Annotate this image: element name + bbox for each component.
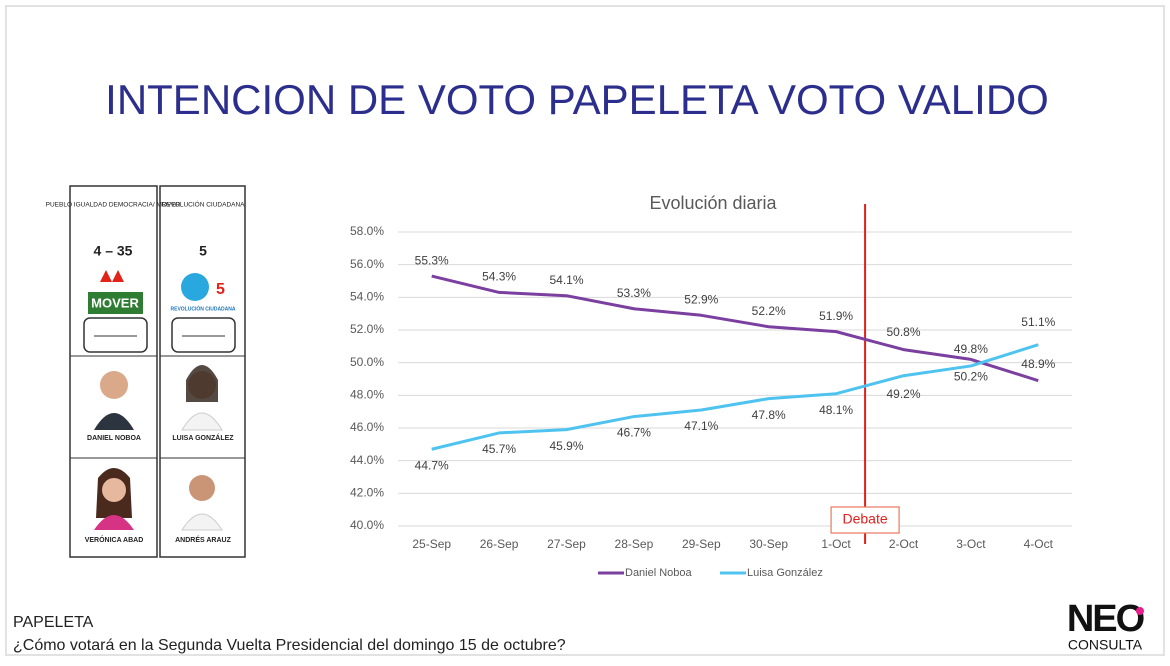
y-tick-label: 58.0%	[350, 224, 384, 238]
footer-question: ¿Cómo votará en la Segunda Vuelta Presid…	[13, 637, 566, 654]
series-line	[431, 274, 1039, 383]
value-label: 47.8%	[752, 408, 786, 422]
value-label: 55.3%	[415, 253, 449, 267]
y-tick-label: 42.0%	[350, 486, 384, 500]
ballot: PUEBLO IGUALDAD DEMOCRACIA/ MOVER 4 – 35…	[46, 185, 246, 558]
party-name: REVOLUCIÓN CIUDADANA	[161, 200, 245, 209]
y-tick-label: 46.0%	[350, 420, 384, 434]
x-tick-label: 26-Sep	[480, 537, 519, 551]
vote-box	[171, 317, 236, 353]
chart-title: Evolución diaria	[649, 193, 777, 213]
candidate-name: ANDRÉS ARAUZ	[175, 535, 231, 544]
series-line	[431, 343, 1039, 451]
list-number: 4 – 35	[94, 243, 133, 259]
y-tick-label: 50.0%	[350, 355, 384, 369]
party-icon	[100, 270, 124, 282]
value-label: 45.7%	[482, 442, 516, 456]
candidate-name: LUISA GONZÁLEZ	[172, 433, 234, 442]
x-tick-label: 2-Oct	[889, 537, 919, 551]
photo	[181, 365, 223, 431]
value-label: 46.7%	[617, 426, 651, 440]
x-tick-label: 3-Oct	[956, 537, 986, 551]
y-tick-label: 56.0%	[350, 257, 384, 271]
y-tick-label: 52.0%	[350, 322, 384, 336]
brand-dot	[1136, 607, 1144, 615]
y-tick-label: 48.0%	[350, 388, 384, 402]
party-name: PUEBLO IGUALDAD DEMOCRACIA/ MOVER	[46, 202, 181, 209]
party-icon	[181, 273, 209, 301]
photo	[94, 468, 134, 530]
value-label: 54.3%	[482, 270, 516, 284]
x-tick-label: 27-Sep	[547, 537, 586, 551]
value-label: 51.1%	[1021, 315, 1055, 329]
x-tick-label: 25-Sep	[412, 537, 451, 551]
value-label: 49.8%	[954, 342, 988, 356]
party-logo: MOVER	[91, 295, 139, 310]
value-label: 49.2%	[886, 387, 920, 401]
annotation: Debate	[843, 511, 888, 527]
footer-label: PAPELETA	[13, 614, 94, 631]
x-tick-label: 28-Sep	[615, 537, 654, 551]
x-tick-label: 29-Sep	[682, 537, 721, 551]
party-icon-num: 5	[216, 281, 225, 298]
value-label: 44.7%	[415, 458, 449, 472]
y-tick-label: 54.0%	[350, 290, 384, 304]
value-label: 53.3%	[617, 286, 651, 300]
logo-bg	[88, 292, 143, 314]
slide-border	[5, 5, 1165, 656]
x-tick-label: 30-Sep	[749, 537, 788, 551]
value-label: 52.9%	[684, 292, 718, 306]
slide-title: INTENCION DE VOTO PAPELETA VOTO VALIDO	[105, 76, 1049, 123]
candidate-name: DANIEL NOBOA	[87, 435, 141, 442]
party-logo: REVOLUCIÓN CIUDADANA	[171, 304, 236, 312]
x-tick-label: 1-Oct	[821, 537, 851, 551]
x-tick-label: 4-Oct	[1024, 537, 1054, 551]
value-label: 51.9%	[819, 309, 853, 323]
y-tick-label: 44.0%	[350, 453, 384, 467]
y-tick-label: 40.0%	[350, 518, 384, 532]
value-label: 54.1%	[549, 273, 583, 287]
brand-logo: NEO	[1067, 598, 1144, 640]
vote-box	[83, 317, 148, 353]
value-label: 50.2%	[954, 370, 988, 384]
value-label: 47.1%	[684, 419, 718, 433]
annotation-box	[830, 506, 900, 534]
photo	[94, 371, 134, 430]
value-label: 48.9%	[1021, 357, 1055, 371]
candidate-name: VERÓNICA ABAD	[85, 535, 144, 544]
brand-sub: CONSULTA	[1068, 637, 1143, 653]
list-number: 5	[199, 243, 207, 259]
value-label: 50.8%	[886, 325, 920, 339]
value-label: 52.2%	[752, 304, 786, 318]
legend-label: Luisa González	[747, 567, 823, 579]
legend-label: Daniel Noboa	[625, 567, 693, 579]
photo	[181, 475, 223, 531]
value-label: 48.1%	[819, 403, 853, 417]
value-label: 45.9%	[549, 439, 583, 453]
